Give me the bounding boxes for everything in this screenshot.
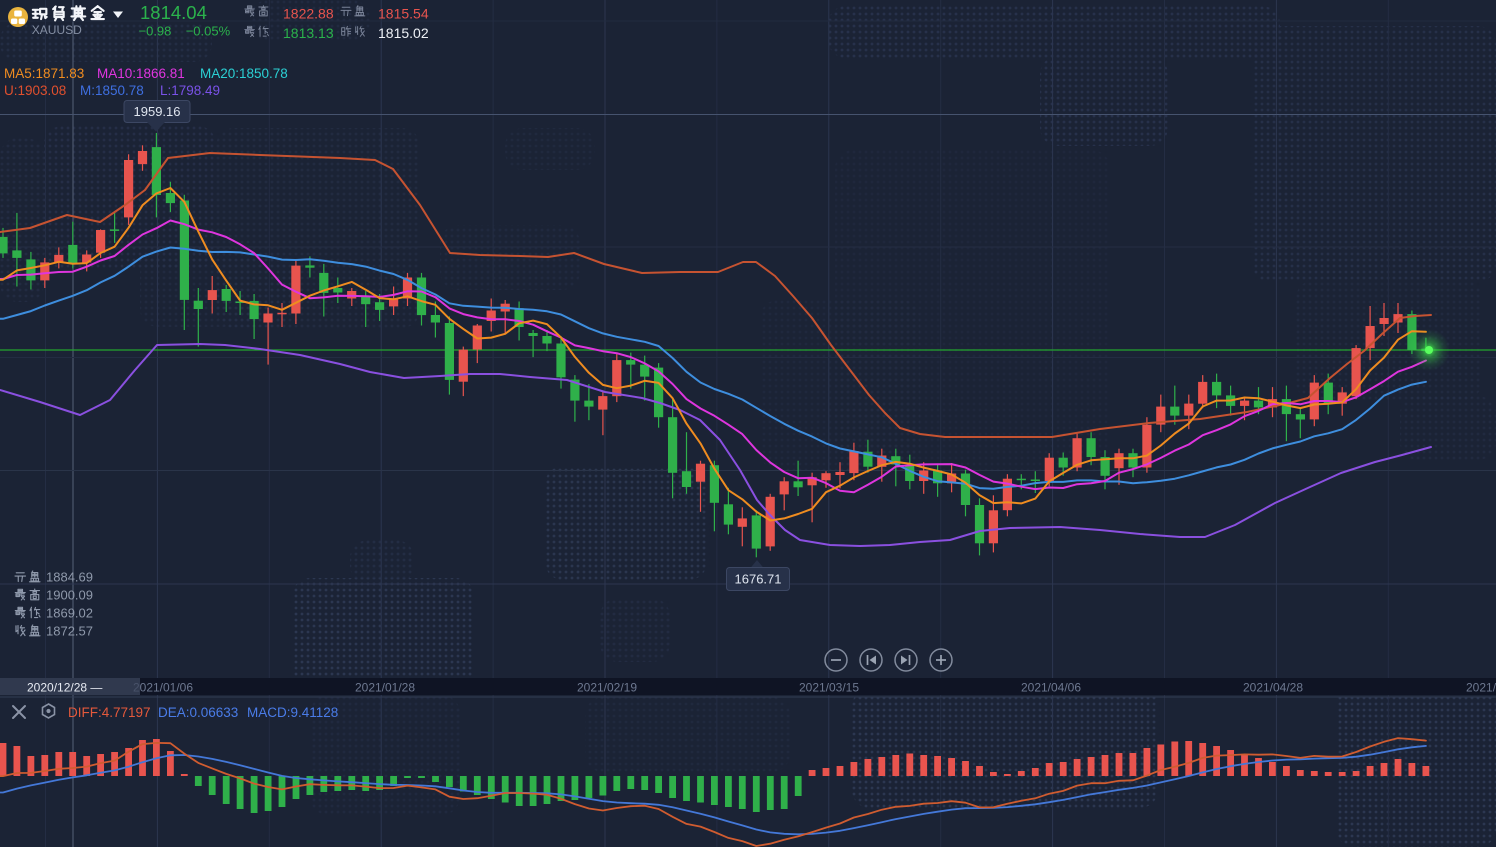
- svg-text:DEA:0.06633: DEA:0.06633: [158, 705, 238, 720]
- svg-text:MACD:9.41128: MACD:9.41128: [247, 705, 338, 720]
- svg-text:2021/03/15: 2021/03/15: [799, 681, 859, 695]
- svg-text:2021/0: 2021/0: [1466, 681, 1496, 695]
- svg-text:2020/12/28 —: 2020/12/28 —: [27, 681, 102, 695]
- svg-text:1884.69: 1884.69: [46, 570, 93, 585]
- svg-text:L:1798.49: L:1798.49: [160, 83, 220, 98]
- svg-text:1959.16: 1959.16: [134, 104, 181, 119]
- svg-text:U:1903.08: U:1903.08: [4, 83, 66, 98]
- svg-text:1813.13: 1813.13: [283, 25, 334, 41]
- svg-text:XAUUSD: XAUUSD: [32, 23, 82, 37]
- svg-text:MA5:1871.83: MA5:1871.83: [4, 66, 84, 81]
- svg-text:1822.88: 1822.88: [283, 6, 334, 22]
- svg-text:MA20:1850.78: MA20:1850.78: [200, 66, 288, 81]
- svg-text:2021/04/06: 2021/04/06: [1021, 681, 1081, 695]
- svg-text:2021/01/06: 2021/01/06: [133, 681, 193, 695]
- svg-text:1872.57: 1872.57: [46, 624, 93, 639]
- svg-text:2021/04/28: 2021/04/28: [1243, 681, 1303, 695]
- svg-text:1815.54: 1815.54: [378, 6, 429, 22]
- svg-text:1814.04: 1814.04: [140, 2, 207, 23]
- svg-text:−0.98: −0.98: [139, 24, 172, 39]
- svg-text:1869.02: 1869.02: [46, 606, 93, 621]
- svg-text:2021/02/19: 2021/02/19: [577, 681, 637, 695]
- svg-text:1815.02: 1815.02: [378, 25, 429, 41]
- svg-text:MA10:1866.81: MA10:1866.81: [97, 66, 185, 81]
- svg-text:−0.05%: −0.05%: [186, 24, 231, 39]
- svg-text:M:1850.78: M:1850.78: [80, 83, 144, 98]
- svg-text:1676.71: 1676.71: [735, 572, 782, 587]
- svg-text:2021/01/28: 2021/01/28: [355, 681, 415, 695]
- svg-text:DIFF:4.77197: DIFF:4.77197: [68, 705, 151, 720]
- svg-text:1900.09: 1900.09: [46, 588, 93, 603]
